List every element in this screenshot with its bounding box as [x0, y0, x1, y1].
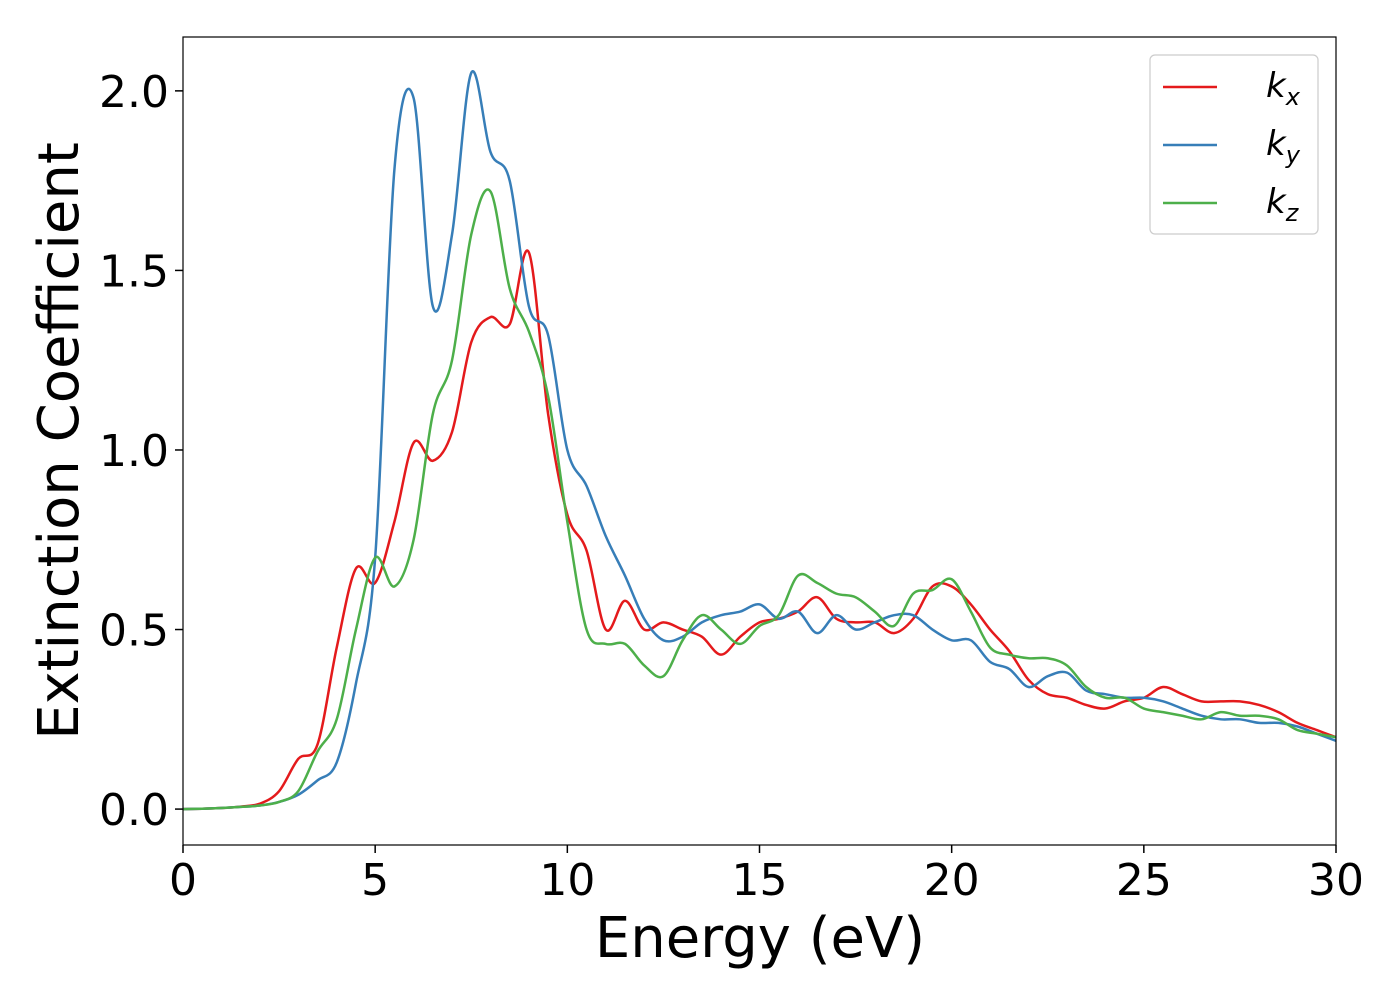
x-tick-label: 25: [1116, 855, 1172, 906]
y-tick-label: 1.5: [99, 246, 169, 297]
legend-label: kz: [1266, 182, 1300, 227]
y-axis-label: Extinction Coefficient: [27, 142, 92, 740]
x-tick-label: 5: [361, 855, 389, 906]
data-line: [183, 249, 1336, 811]
plot-frame: [182, 36, 1337, 846]
x-tick-label: 15: [732, 855, 788, 906]
legend-box: [1149, 54, 1319, 235]
legend-label: ky: [1266, 124, 1301, 169]
x-tick-label: 0: [169, 855, 197, 906]
y-tick-label: 2.0: [99, 67, 169, 118]
x-tick-label: 30: [1308, 855, 1364, 906]
y-tick-label: 0.5: [99, 606, 169, 657]
x-tick-label: 10: [539, 855, 595, 906]
legend-label: kx: [1266, 66, 1301, 111]
x-tick-label: 20: [924, 855, 980, 906]
data-line: [183, 188, 1336, 811]
y-tick-label: 0.0: [99, 785, 169, 836]
x-axis-label: Energy (eV): [595, 906, 925, 971]
y-tick-label: 1.0: [99, 426, 169, 477]
